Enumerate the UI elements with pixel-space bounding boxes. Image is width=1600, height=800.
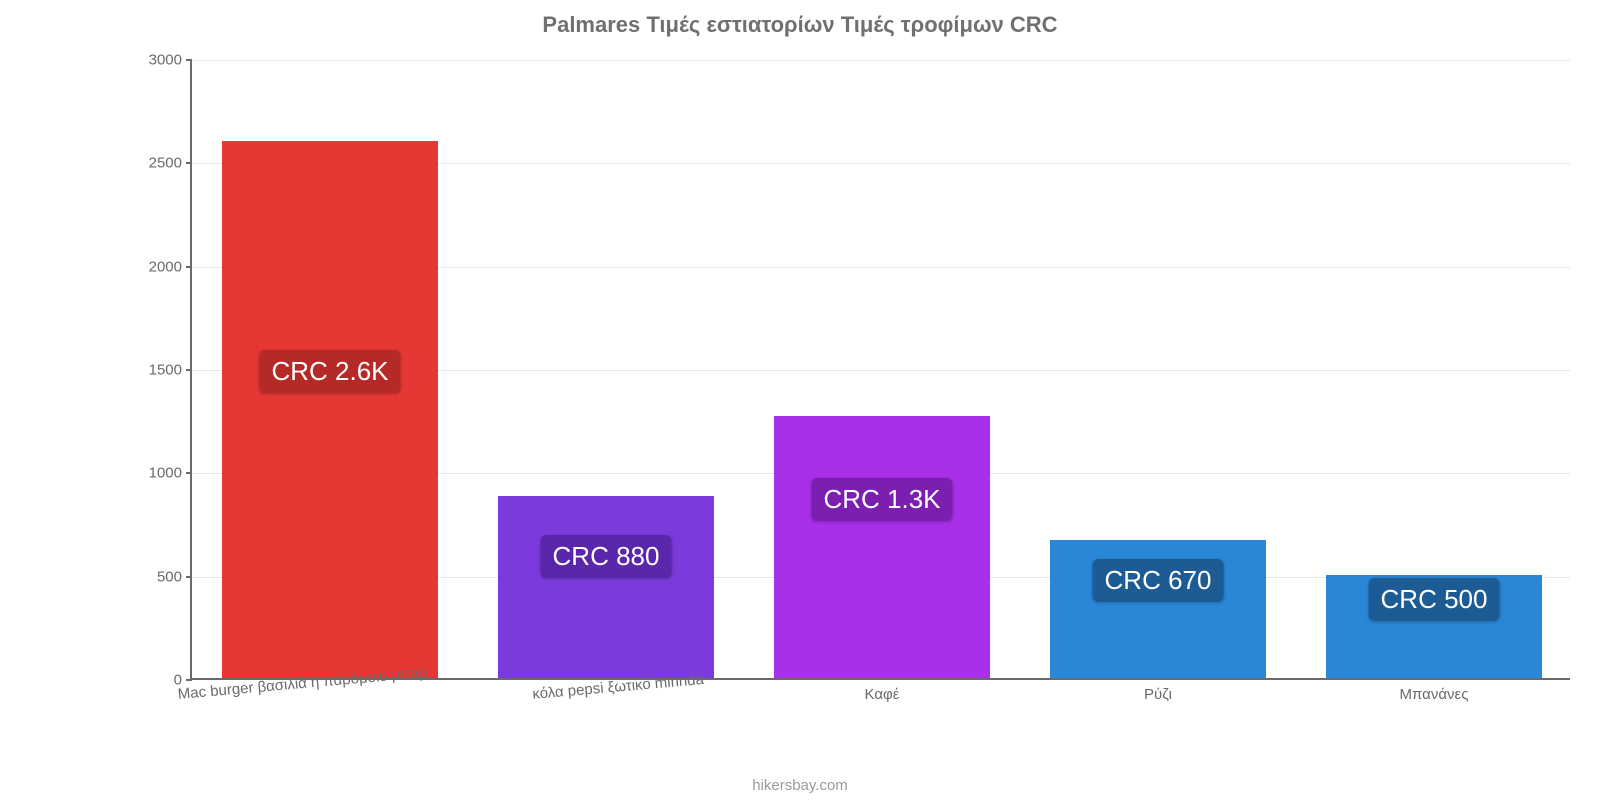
y-tick-mark [186, 369, 192, 371]
chart-title: Palmares Τιμές εστιατορίων Τιμές τροφίμω… [0, 0, 1600, 38]
x-tick-label: Ρύζι [1144, 678, 1172, 703]
y-tick-mark [186, 576, 192, 578]
y-tick-mark [186, 472, 192, 474]
chart-container: 050010001500200025003000CRC 2.6KMac burg… [100, 50, 1580, 730]
value-badge: CRC 2.6K [259, 350, 400, 393]
y-tick-mark [186, 59, 192, 61]
attribution-text: hikersbay.com [752, 777, 848, 794]
value-badge: CRC 670 [1093, 559, 1224, 602]
y-tick-mark [186, 162, 192, 164]
x-tick-label: Καφέ [865, 678, 900, 703]
value-badge: CRC 500 [1369, 578, 1500, 621]
value-badge: CRC 1.3K [811, 478, 952, 521]
bar [498, 496, 713, 678]
x-tick-label: Μπανάνες [1400, 678, 1469, 703]
bar [774, 416, 989, 678]
bar [222, 141, 437, 678]
gridline [192, 60, 1570, 61]
plot-area: 050010001500200025003000CRC 2.6KMac burg… [190, 60, 1570, 680]
y-tick-mark [186, 266, 192, 268]
value-badge: CRC 880 [541, 535, 672, 578]
